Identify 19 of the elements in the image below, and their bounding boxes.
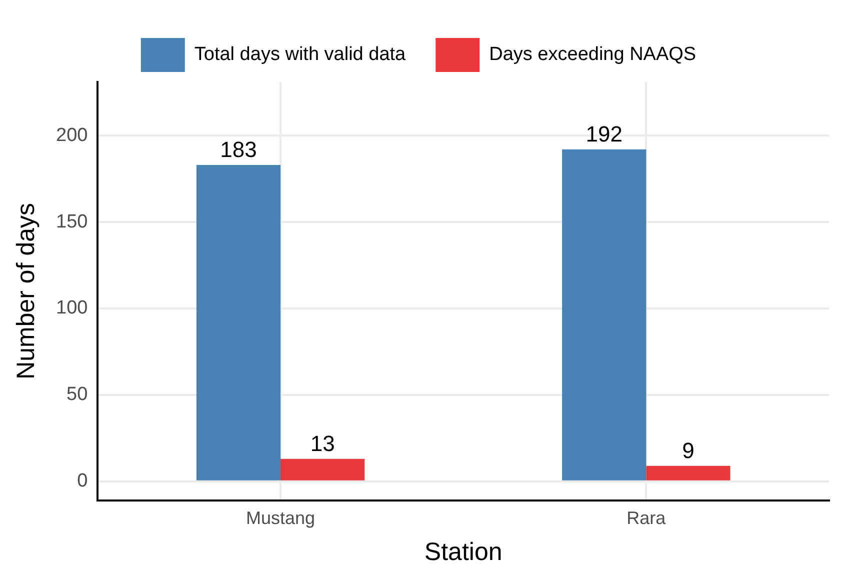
data-label: 9 bbox=[682, 438, 694, 463]
data-label: 192 bbox=[586, 121, 622, 146]
y-tick-label: 150 bbox=[56, 211, 88, 232]
bar bbox=[280, 458, 365, 480]
x-tick-label: Mustang bbox=[246, 508, 316, 528]
y-tick-label: 50 bbox=[66, 384, 88, 406]
data-label: 13 bbox=[310, 430, 335, 456]
data-label: 183 bbox=[220, 137, 257, 162]
y-tick-label: 0 bbox=[77, 470, 88, 492]
y-axis-title: Number of days bbox=[12, 202, 40, 380]
bar bbox=[562, 149, 646, 480]
x-axis-title: Station bbox=[424, 538, 502, 566]
legend-label: Days exceeding NAAQS bbox=[489, 44, 696, 66]
bar bbox=[646, 466, 730, 480]
legend-label: Total days with valid data bbox=[194, 44, 406, 66]
x-tick-label: Rara bbox=[626, 508, 667, 528]
y-tick-label: 200 bbox=[56, 124, 88, 146]
y-tick-label: 100 bbox=[56, 298, 88, 319]
bar bbox=[196, 164, 281, 480]
